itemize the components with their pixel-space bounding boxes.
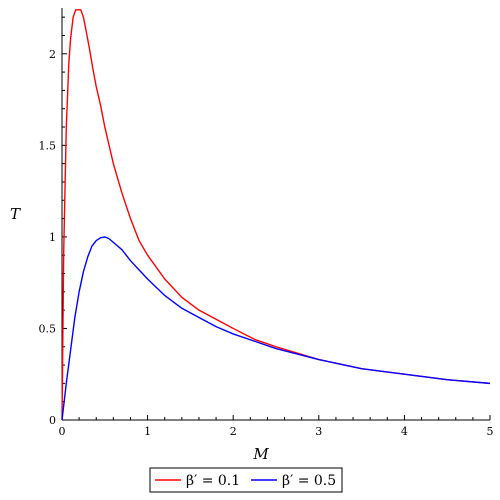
x-axis-title: M [252,445,269,463]
series-line-2 [61,236,491,421]
x-tick-label: 4 [401,425,408,438]
x-tick-label: 1 [144,425,151,438]
legend-label: β′ = 0.5 [282,473,336,489]
legend: β′ = 0.1 β′ = 0.5 [149,467,343,493]
x-tick-label: 3 [315,425,322,438]
x-tick-label: 5 [487,425,494,438]
legend-box [149,467,343,493]
series-line-1 [61,9,491,421]
y-axis-title: T [10,205,21,223]
series-group [61,9,491,421]
legend-label: β′ = 0.1 [186,473,240,489]
y-tick-label: 1.5 [39,139,57,152]
y-tick-label: 1 [49,231,56,244]
x-tick-label: 0 [59,425,66,438]
y-tick-label: 0 [49,414,56,427]
y-tick-label: 0.5 [39,322,57,335]
tick-labels: 0 1 2 3 4 5 0 0.5 1 1.5 2 [39,48,494,438]
x-tick-label: 2 [230,425,237,438]
y-tick-label: 2 [49,48,56,61]
axes [61,8,491,421]
